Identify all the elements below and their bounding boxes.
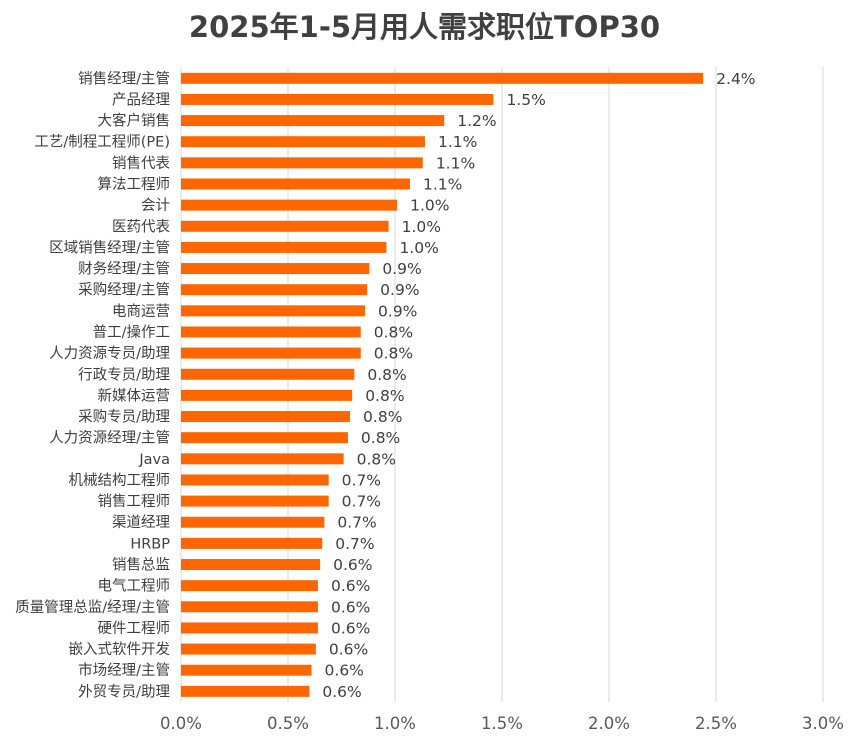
category-label: 销售代表 [112, 155, 170, 172]
category-label: Java [138, 452, 170, 468]
bar [181, 580, 318, 592]
bar [181, 347, 361, 359]
category-label: 电商运营 [112, 303, 170, 320]
category-label: 市场经理/主管 [78, 662, 170, 679]
data-label: 0.6% [322, 683, 361, 701]
category-label: 销售总监 [112, 557, 170, 574]
category-label: 电气工程师 [98, 578, 171, 595]
bar [181, 368, 355, 380]
bar [181, 136, 425, 148]
category-label: 采购专员/助理 [78, 409, 170, 426]
bar [181, 115, 445, 127]
bar [181, 157, 423, 169]
data-label: 1.0% [399, 239, 438, 257]
bar [181, 516, 325, 528]
category-label: 销售工程师 [98, 493, 171, 510]
category-label: 外贸专员/助理 [78, 683, 170, 700]
bar [181, 263, 370, 275]
category-label: 机械结构工程师 [69, 472, 171, 489]
category-label: 质量管理总监/经理/主管 [15, 599, 170, 616]
data-label: 0.7% [335, 535, 374, 553]
bar [181, 305, 366, 317]
bar [181, 643, 316, 655]
bar [181, 453, 344, 465]
bar [181, 537, 323, 549]
category-label: 产品经理 [112, 91, 170, 108]
data-label: 0.6% [331, 598, 370, 616]
data-label: 0.8% [374, 323, 413, 341]
category-label: HRBP [130, 536, 170, 552]
data-label: 0.9% [378, 302, 417, 320]
category-label: 新媒体运营 [98, 387, 171, 404]
x-tick-label: 3.0% [802, 714, 844, 733]
category-label: 采购经理/主管 [78, 282, 170, 299]
bar [181, 72, 704, 84]
x-tick-label: 0.5% [267, 714, 309, 733]
data-label: 1.5% [506, 91, 545, 109]
data-label: 0.6% [333, 556, 372, 574]
category-label: 大客户销售 [98, 113, 171, 130]
data-label: 1.2% [457, 112, 496, 130]
data-label: 0.7% [337, 514, 376, 532]
bar [181, 389, 353, 401]
data-label: 0.8% [361, 429, 400, 447]
category-label: 行政专员/助理 [78, 366, 170, 383]
x-tick-label: 2.5% [695, 714, 737, 733]
data-label: 0.8% [374, 345, 413, 363]
bar [181, 178, 410, 190]
x-tick-label: 1.5% [481, 714, 523, 733]
bar [181, 474, 329, 486]
data-label: 1.0% [410, 197, 449, 215]
x-tick-label: 2.0% [588, 714, 630, 733]
data-label: 0.8% [365, 387, 404, 405]
category-label: 普工/操作工 [93, 324, 170, 341]
chart-title: 2025年1-5月用人需求职位TOP30 [188, 10, 661, 44]
data-label: 0.7% [342, 471, 381, 489]
data-label: 0.6% [329, 641, 368, 659]
bar [181, 220, 389, 232]
bar [181, 326, 361, 338]
category-label: 工艺/制程工程师(PE) [34, 134, 170, 151]
category-label: 渠道经理 [112, 514, 170, 531]
x-tick-label: 1.0% [374, 714, 416, 733]
category-label: 医药代表 [112, 218, 170, 235]
category-label: 嵌入式软件开发 [69, 641, 171, 658]
data-label: 0.6% [331, 619, 370, 637]
data-label: 1.1% [436, 154, 475, 172]
bar [181, 241, 387, 253]
bar [181, 199, 398, 211]
bar [181, 495, 329, 507]
data-label: 1.1% [438, 133, 477, 151]
data-label: 0.8% [357, 450, 396, 468]
data-label: 1.1% [423, 176, 462, 194]
category-label: 区域销售经理/主管 [49, 239, 170, 256]
bar [181, 411, 351, 423]
data-label: 0.9% [382, 260, 421, 278]
category-label: 硬件工程师 [98, 620, 171, 637]
category-label: 财务经理/主管 [78, 261, 170, 278]
bar [181, 284, 368, 296]
bar [181, 622, 318, 634]
x-tick-label: 0.0% [160, 714, 202, 733]
bar [181, 664, 312, 676]
category-label: 人力资源经理/主管 [49, 430, 170, 447]
category-label: 算法工程师 [98, 176, 171, 193]
data-label: 0.6% [325, 662, 364, 680]
data-label: 0.8% [363, 408, 402, 426]
category-label: 销售经理/主管 [78, 70, 170, 87]
bar [181, 559, 321, 571]
data-label: 0.8% [367, 366, 406, 384]
bar [181, 432, 348, 444]
category-label: 人力资源专员/助理 [49, 345, 170, 362]
bar [181, 601, 318, 613]
bar [181, 93, 494, 105]
data-label: 0.6% [331, 577, 370, 595]
data-label: 1.0% [402, 218, 441, 236]
category-label: 会计 [141, 197, 170, 214]
data-label: 0.9% [380, 281, 419, 299]
bar [181, 685, 310, 697]
data-label: 2.4% [716, 70, 755, 88]
data-label: 0.7% [342, 493, 381, 511]
